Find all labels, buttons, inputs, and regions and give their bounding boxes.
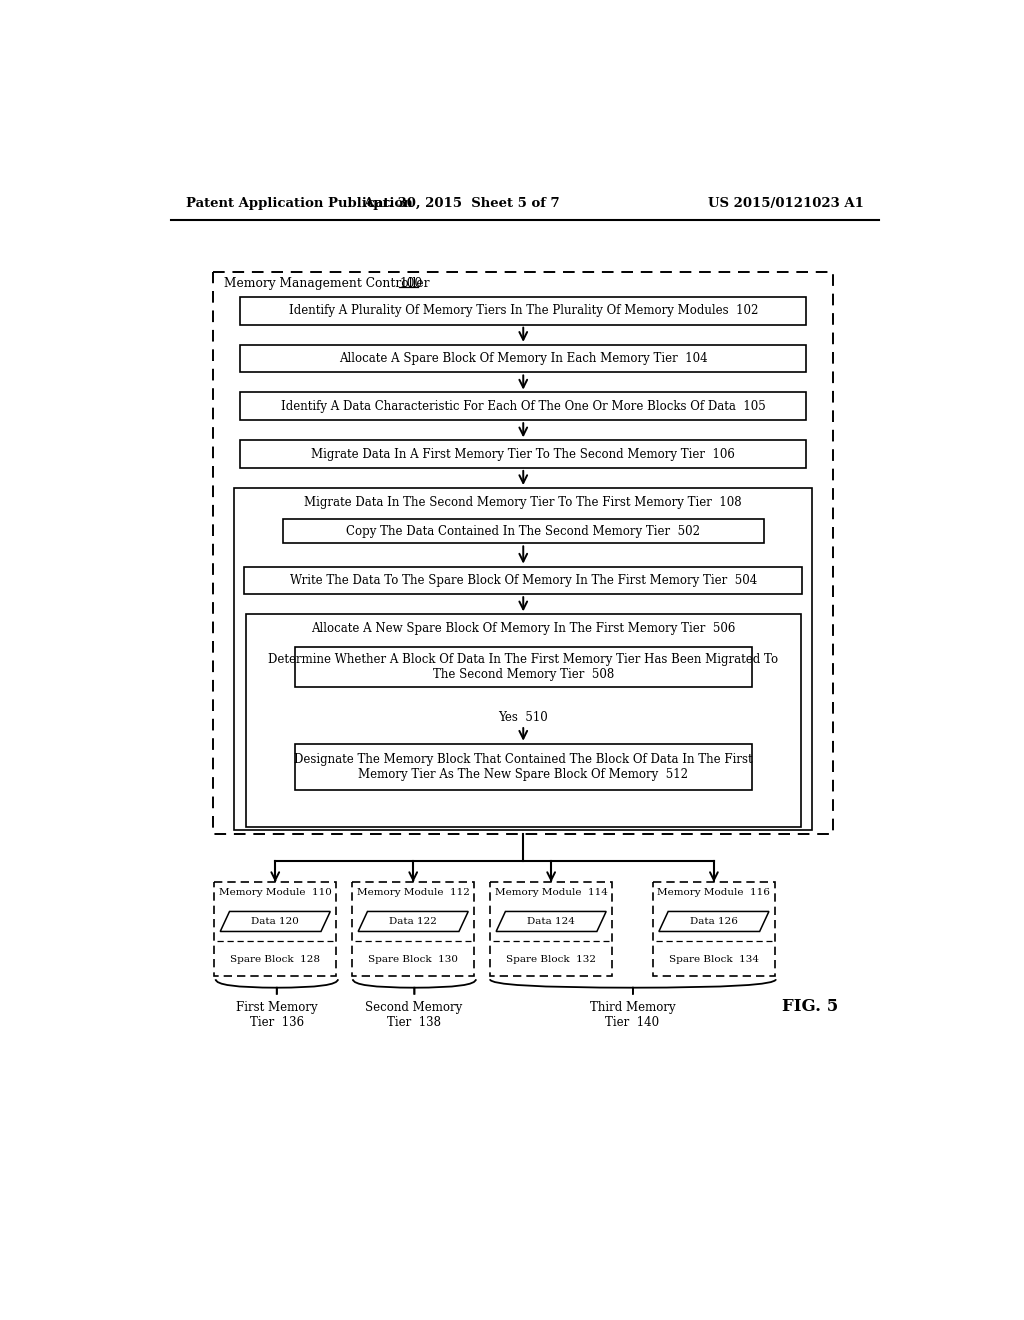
Text: Spare Block  130: Spare Block 130 [369,954,458,964]
Text: Data 126: Data 126 [690,917,738,925]
Text: Memory Module  112: Memory Module 112 [356,888,470,896]
Text: Identify A Plurality Of Memory Tiers In The Plurality Of Memory Modules  102: Identify A Plurality Of Memory Tiers In … [289,305,758,317]
Text: Migrate Data In The Second Memory Tier To The First Memory Tier  108: Migrate Data In The Second Memory Tier T… [304,496,742,510]
Text: Determine Whether A Block Of Data In The First Memory Tier Has Been Migrated To
: Determine Whether A Block Of Data In The… [268,652,778,681]
FancyBboxPatch shape [295,647,752,686]
FancyBboxPatch shape [241,392,806,420]
Polygon shape [496,911,606,932]
FancyBboxPatch shape [241,345,806,372]
Text: Third Memory
Tier  140: Third Memory Tier 140 [590,1001,676,1028]
Text: Data 120: Data 120 [251,917,299,925]
Text: Yes  510: Yes 510 [499,711,548,723]
Text: First Memory
Tier  136: First Memory Tier 136 [236,1001,317,1028]
FancyBboxPatch shape [652,882,775,977]
Text: Copy The Data Contained In The Second Memory Tier  502: Copy The Data Contained In The Second Me… [346,524,700,537]
Text: Write The Data To The Spare Block Of Memory In The First Memory Tier  504: Write The Data To The Spare Block Of Mem… [290,574,757,587]
Text: Data 124: Data 124 [527,917,575,925]
Text: Identify A Data Characteristic For Each Of The One Or More Blocks Of Data  105: Identify A Data Characteristic For Each … [281,400,766,413]
FancyBboxPatch shape [352,882,474,977]
FancyBboxPatch shape [246,614,801,826]
Text: Migrate Data In A First Memory Tier To The Second Memory Tier  106: Migrate Data In A First Memory Tier To T… [311,447,735,461]
FancyBboxPatch shape [214,882,337,977]
Text: Designate The Memory Block That Contained The Block Of Data In The First
Memory : Designate The Memory Block That Containe… [294,752,753,780]
Text: Memory Management Controller: Memory Management Controller [224,277,437,289]
Text: Spare Block  128: Spare Block 128 [230,954,321,964]
Text: Patent Application Publication: Patent Application Publication [186,197,413,210]
FancyBboxPatch shape [213,272,834,834]
FancyBboxPatch shape [241,297,806,325]
Text: 100: 100 [399,277,423,289]
Text: US 2015/0121023 A1: US 2015/0121023 A1 [709,197,864,210]
Text: Allocate A Spare Block Of Memory In Each Memory Tier  104: Allocate A Spare Block Of Memory In Each… [339,352,708,366]
Text: Spare Block  132: Spare Block 132 [506,954,596,964]
Polygon shape [658,911,769,932]
FancyBboxPatch shape [241,441,806,469]
Text: FIG. 5: FIG. 5 [782,998,838,1015]
Text: Allocate A New Spare Block Of Memory In The First Memory Tier  506: Allocate A New Spare Block Of Memory In … [311,622,735,635]
FancyBboxPatch shape [489,882,612,977]
Polygon shape [220,911,331,932]
Text: Data 122: Data 122 [389,917,437,925]
Polygon shape [358,911,468,932]
FancyBboxPatch shape [283,519,764,544]
Text: Memory Module  110: Memory Module 110 [219,888,332,896]
Text: Memory Module  116: Memory Module 116 [657,888,770,896]
Text: Memory Module  114: Memory Module 114 [495,888,607,896]
FancyBboxPatch shape [245,566,802,594]
FancyBboxPatch shape [295,743,752,789]
Text: Apr. 30, 2015  Sheet 5 of 7: Apr. 30, 2015 Sheet 5 of 7 [362,197,559,210]
Text: Second Memory
Tier  138: Second Memory Tier 138 [366,1001,463,1028]
Text: Spare Block  134: Spare Block 134 [669,954,759,964]
FancyBboxPatch shape [234,488,812,830]
